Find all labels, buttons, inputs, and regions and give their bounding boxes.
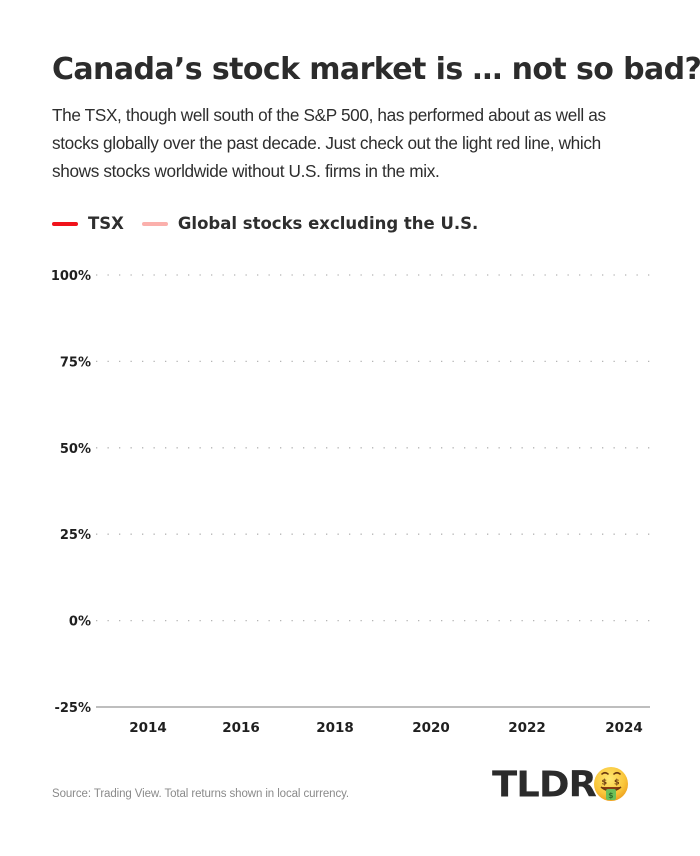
- y-tick-label: 50%: [60, 442, 91, 457]
- y-axis-ticks: 100% 75% 50% 25% 0% -25%: [51, 269, 91, 716]
- x-tick-label: 2016: [222, 720, 260, 736]
- logo-text: TLDR: [492, 763, 597, 805]
- gridlines: [96, 274, 650, 708]
- money-mouth-face-icon: $ $ $: [594, 767, 629, 801]
- line-chart: 100% 75% 50% 25% 0% -25% 2014 2016 2018 2020 2022…: [51, 269, 650, 736]
- x-tick-label: 2020: [412, 720, 450, 736]
- x-tick-label: 2018: [316, 720, 354, 736]
- y-tick-label: 75%: [60, 355, 91, 370]
- legend-label-tsx: TSX: [88, 214, 124, 233]
- svg-text:$: $: [614, 778, 620, 787]
- x-tick-label: 2024: [605, 720, 643, 736]
- source-note: Source: Trading View. Total returns show…: [52, 788, 349, 800]
- legend-swatch-tsx: [52, 221, 78, 226]
- x-tick-label: 2014: [129, 720, 167, 736]
- chart-subtitle: The TSX, though well south of the S&P 50…: [52, 105, 606, 181]
- x-axis-ticks: 2014 2016 2018 2020 2022 2024: [129, 720, 643, 736]
- y-tick-label: 25%: [60, 528, 91, 543]
- y-tick-label: 0%: [69, 615, 91, 630]
- chart-title: Canada’s stock market is … not so bad?: [52, 52, 700, 87]
- y-tick-label: -25%: [54, 701, 91, 716]
- svg-text:$: $: [608, 791, 613, 800]
- legend-swatch-global: [141, 221, 168, 226]
- legend: TSX Global stocks excluding the U.S.: [52, 214, 496, 233]
- x-tick-label: 2022: [508, 720, 546, 736]
- legend-label-global: Global stocks excluding the U.S.: [177, 214, 479, 233]
- y-tick-label: 100%: [51, 269, 91, 284]
- legend-item-global: Global stocks excluding the U.S.: [141, 214, 479, 233]
- tldr-logo: TLDR $ $ $: [492, 765, 630, 803]
- svg-text:$: $: [602, 778, 608, 787]
- legend-item-tsx: TSX: [52, 214, 124, 233]
